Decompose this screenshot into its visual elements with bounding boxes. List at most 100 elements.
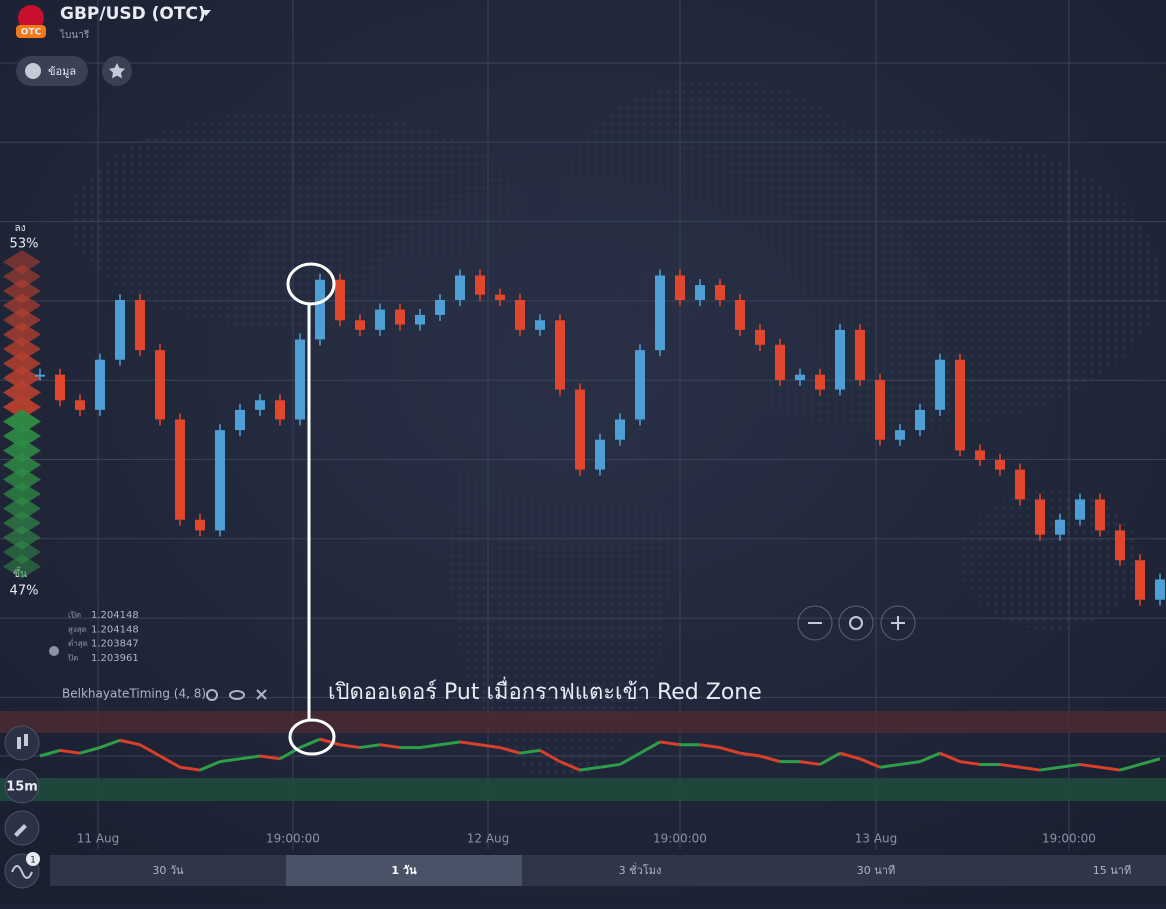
green-zone [0, 778, 1166, 801]
chart-type-button[interactable] [4, 725, 40, 761]
candle-body [615, 419, 625, 440]
timeframe-button[interactable] [4, 768, 40, 804]
ohlc-value: 1.203961 [91, 653, 139, 664]
indicator-line [39, 737, 1161, 772]
zoom-out[interactable] [797, 605, 833, 641]
sentiment-arrow [3, 308, 41, 332]
candle-body [495, 294, 505, 300]
indicator-segment [159, 754, 181, 769]
indicator-segment [239, 754, 261, 761]
indicator-segment [659, 740, 681, 747]
indicator-segment [579, 765, 601, 772]
candle-body [135, 300, 145, 351]
sentiment-arrow [3, 293, 41, 318]
indicator-segment [519, 748, 541, 755]
sentiment-arrow [3, 482, 41, 506]
indicator-segment [139, 743, 161, 758]
period-tab[interactable]: 3 ชั่วโมง [619, 862, 662, 877]
candle-body [815, 374, 825, 390]
candle-body [575, 389, 585, 470]
ohlc-label: สูงสุด [68, 625, 87, 635]
candle-body [375, 309, 385, 330]
star-icon [109, 63, 125, 79]
indicator-segment [99, 738, 121, 749]
candle-body [595, 439, 605, 470]
candle-body [195, 519, 205, 531]
indicator-segment [699, 743, 721, 750]
flag-icon [18, 5, 44, 31]
candle-body [175, 419, 185, 520]
indicator-segment [879, 762, 901, 769]
annotation: เปิดออเดอร์ Put เมื่อกราฟแตะเข้า Red Zon… [328, 676, 762, 705]
otc-badge-text: OTC [21, 28, 42, 38]
sentiment-arrow [3, 250, 41, 274]
sentiment-arrow [3, 511, 41, 535]
indicator-segment [539, 749, 561, 763]
period-tab[interactable]: 1 วัน [391, 864, 417, 877]
indicator-segment [559, 760, 581, 772]
zoom-in[interactable] [880, 605, 916, 641]
dropdown-caret[interactable] [201, 10, 211, 16]
remove-icon[interactable] [256, 689, 267, 700]
candle-body [695, 285, 705, 300]
sentiment-arrow [3, 496, 41, 521]
time-label: 11 Aug [77, 832, 120, 846]
recenter[interactable] [838, 605, 874, 641]
candle-body [835, 329, 845, 390]
candle-body [55, 374, 65, 401]
indicator-segment [919, 751, 941, 764]
candle-body [1135, 560, 1145, 600]
candle-body [915, 409, 925, 431]
candles [35, 269, 1165, 606]
visibility-icon[interactable] [229, 690, 245, 700]
timeframe: 15m [6, 780, 38, 795]
settings-icon[interactable] [206, 689, 218, 701]
annotation-circle [286, 262, 336, 306]
candle-body [315, 279, 325, 340]
candle-body [635, 350, 645, 420]
candle-body [995, 460, 1005, 470]
candle-body [775, 344, 785, 380]
time-axis: 11 Aug 19:00:00 12 Aug 19:00:00 13 Aug 19:00:… [77, 832, 1096, 846]
ohlc-label: ต่ำสุด [68, 637, 88, 648]
indicator-segment [739, 751, 761, 758]
pencil-icon [14, 824, 27, 837]
ohlc-value: 1.204148 [91, 610, 139, 621]
candle-body [95, 359, 105, 410]
candle-body [955, 359, 965, 451]
indicator-segment [599, 762, 621, 769]
indicator-segment [819, 751, 841, 766]
candle-body [875, 380, 885, 440]
candle-body [735, 300, 745, 330]
indicator-segment [179, 765, 201, 772]
indicator-segment [319, 737, 341, 747]
indicator-segment [459, 740, 481, 747]
period-bar [50, 855, 1166, 886]
asset-type: ไบนารี [59, 29, 90, 41]
time-label: 13 Aug [855, 832, 898, 846]
candle-body [235, 409, 245, 431]
candle-body [215, 430, 225, 531]
candle-body [395, 309, 405, 325]
ohlc-icon [49, 646, 59, 656]
indicator-segment [119, 738, 141, 747]
sentiment-arrow [3, 395, 41, 419]
candle-body [1015, 469, 1025, 500]
sentiment-arrow [3, 540, 41, 564]
period-tab[interactable]: 15 นาที [1093, 864, 1131, 877]
candle-body [115, 300, 125, 360]
period-tab[interactable]: 30 วัน [152, 864, 184, 877]
candle-body [975, 450, 985, 460]
candle-icon [24, 734, 28, 746]
symbol[interactable]: GBP/USD (OTC) [60, 4, 206, 24]
indicator-segment [499, 746, 521, 755]
candle-body [555, 320, 565, 390]
ohlc-label: เปิด [68, 611, 81, 620]
indicator-segment [1099, 765, 1121, 772]
indicator-segment [1039, 765, 1061, 772]
indicator-segment [799, 760, 821, 766]
period-tab[interactable]: 30 นาที [857, 864, 895, 877]
